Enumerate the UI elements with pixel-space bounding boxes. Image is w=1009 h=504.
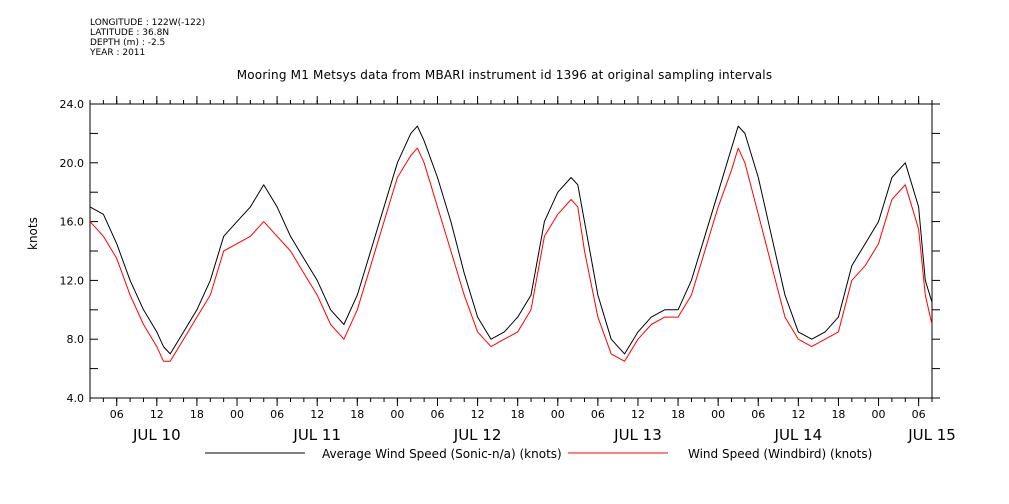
x-tick-label: 06 [591, 408, 605, 421]
series-line-sonic [89, 125, 933, 355]
x-tick-label: 00 [230, 408, 244, 421]
meta-latitude: LATITUDE : 36.8N [90, 28, 170, 38]
y-tick-label: 4.0 [67, 392, 85, 405]
legend-label-sonic: Average Wind Speed (Sonic-n/a) (knots) [322, 447, 562, 461]
y-tick-label: 24.0 [60, 98, 85, 111]
x-day-label: JUL 14 [774, 426, 823, 444]
plot-frame [89, 103, 933, 399]
x-tick-label: 18 [190, 408, 204, 421]
x-tick-label: 18 [831, 408, 845, 421]
x-tick-label: 00 [872, 408, 886, 421]
x-day-label: JUL 12 [453, 426, 502, 444]
x-tick-label: 06 [912, 408, 926, 421]
x-tick-label: 18 [350, 408, 364, 421]
series-line-windbird [89, 147, 933, 362]
x-tick-label: 00 [390, 408, 404, 421]
y-tick-label: 16.0 [60, 216, 85, 229]
y-tick-label: 12.0 [60, 274, 85, 287]
x-tick-label: 18 [511, 408, 525, 421]
x-tick-label: 12 [471, 408, 485, 421]
meta-longitude: LONGITUDE : 122W(-122) [90, 18, 206, 28]
y-tick-label: 20.0 [60, 157, 85, 170]
legend-label-windbird: Wind Speed (Windbird) (knots) [688, 447, 872, 461]
meta-year: YEAR : 2011 [90, 48, 146, 58]
metadata-block: LONGITUDE : 122W(-122) LATITUDE : 36.8N … [90, 18, 205, 58]
x-tick-label: 12 [791, 408, 805, 421]
chart-title: Mooring M1 Metsys data from MBARI instru… [236, 68, 773, 82]
x-tick-label: 06 [430, 408, 444, 421]
meta-depth: DEPTH (m) : -2.5 [90, 38, 166, 48]
x-tick-label: 06 [110, 408, 124, 421]
x-day-label: JUL 13 [613, 426, 662, 444]
x-tick-label: 06 [270, 408, 284, 421]
x-tick-label: 00 [551, 408, 565, 421]
x-tick-label: 18 [671, 408, 685, 421]
x-tick-label: 06 [751, 408, 765, 421]
x-day-label: JUL 11 [292, 426, 341, 444]
x-tick-label: 00 [711, 408, 725, 421]
x-day-label: JUL 10 [132, 426, 181, 444]
x-day-label: JUL 15 [907, 426, 956, 444]
x-tick-label: 12 [310, 408, 324, 421]
x-tick-label: 12 [631, 408, 645, 421]
y-tick-label: 8.0 [67, 333, 85, 346]
x-tick-label: 12 [150, 408, 164, 421]
